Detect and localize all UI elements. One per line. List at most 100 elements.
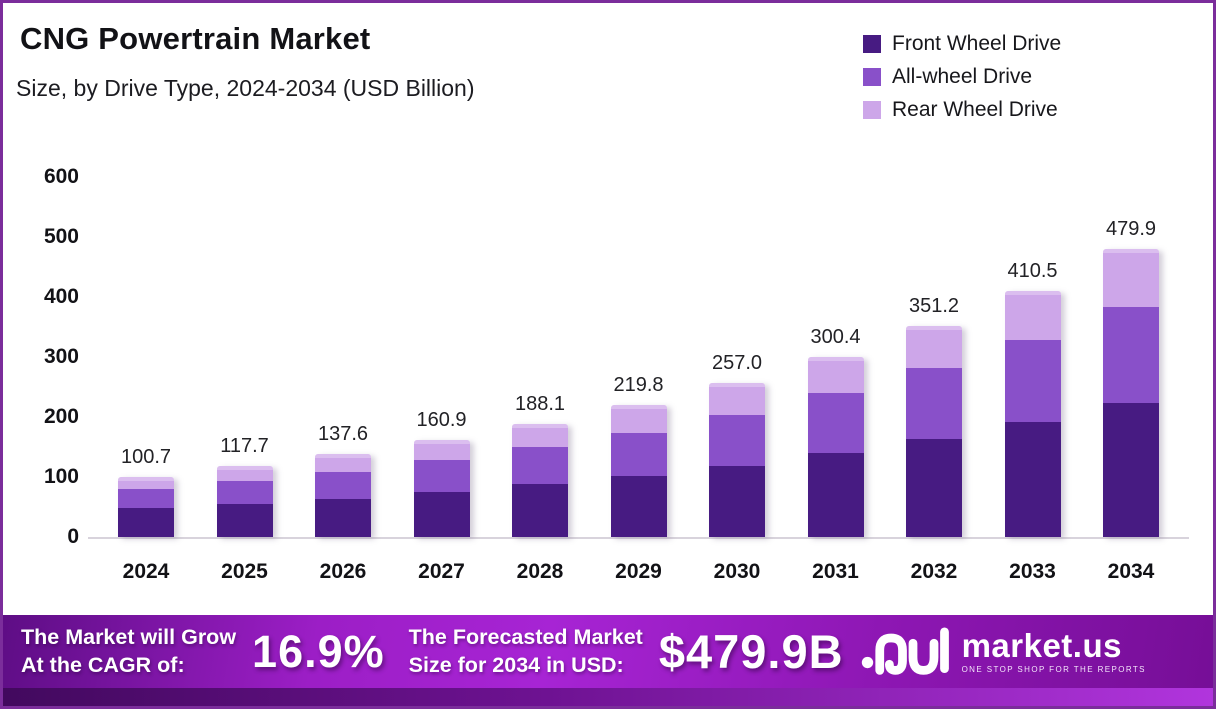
bar-segment-all-wheel-drive	[709, 414, 765, 466]
forecast-label-line2: Size for 2034 in USD:	[408, 652, 624, 677]
bar-total-label: 257.0	[711, 351, 763, 374]
cagr-label-line1: The Market will Grow	[21, 624, 237, 649]
stacked-bar-2034	[1103, 249, 1159, 537]
bar-segment-front-wheel-drive	[610, 475, 667, 537]
bar-total-label: 117.7	[220, 435, 269, 458]
cagr-label-line2: At the CAGR of:	[21, 652, 185, 677]
stacked-bar-2033	[1004, 290, 1061, 537]
brand-text: market.us ONE STOP SHOP FOR THE REPORTS	[962, 629, 1146, 674]
footer-banner-main: The Market will Grow At the CAGR of: 16.…	[3, 615, 1213, 688]
bar-segment-front-wheel-drive	[315, 498, 371, 537]
bar-segment-all-wheel-drive	[413, 460, 470, 492]
legend-label: All-wheel Drive	[892, 65, 1033, 88]
x-axis-label: 2027	[418, 560, 465, 583]
bar-segment-rear-wheel-drive	[1004, 290, 1061, 340]
legend-swatch-icon	[863, 101, 881, 119]
bar-segment-front-wheel-drive	[216, 503, 273, 537]
legend-item: Front Wheel Drive	[863, 32, 1061, 56]
x-axis-label: 2028	[516, 560, 564, 583]
y-tick-label: 100	[43, 465, 79, 488]
bar-segment-all-wheel-drive	[118, 488, 174, 509]
bar-segment-rear-wheel-drive	[1103, 249, 1159, 307]
stacked-bar-2031	[807, 356, 864, 537]
bar-segment-all-wheel-drive	[1004, 339, 1061, 423]
forecast-value: $479.9B	[658, 625, 844, 678]
legend-label: Front Wheel Drive	[892, 32, 1062, 55]
x-axis-label: 2034	[1107, 560, 1155, 583]
bar-segment-front-wheel-drive	[512, 484, 568, 537]
stacked-bar-2029	[610, 405, 667, 537]
cagr-label: The Market will Grow At the CAGR of:	[21, 624, 236, 680]
bar-total-label: 100.7	[120, 445, 172, 468]
stacked-bar-2032	[906, 326, 962, 537]
brand-block: market.us ONE STOP SHOP FOR THE REPORTS	[860, 624, 1146, 680]
y-tick-label: 600	[43, 165, 79, 188]
bar-segment-all-wheel-drive	[315, 471, 371, 499]
chart-subtitle: Size, by Drive Type, 2024-2034 (USD Bill…	[16, 75, 475, 101]
x-axis-label: 2030	[713, 560, 761, 583]
bar-segment-all-wheel-drive	[1103, 306, 1159, 404]
bar-total-label: 137.6	[317, 423, 369, 446]
bar-segment-rear-wheel-drive	[118, 476, 174, 489]
bar-total-label: 219.8	[613, 374, 664, 397]
bar-segment-rear-wheel-drive	[807, 356, 864, 394]
stacked-bar-2025	[216, 466, 273, 537]
stacked-bar-2024	[118, 476, 174, 537]
bar-segment-all-wheel-drive	[216, 480, 273, 504]
bar-segment-all-wheel-drive	[906, 368, 962, 440]
footer-banner: The Market will Grow At the CAGR of: 16.…	[3, 615, 1213, 706]
bar-segment-rear-wheel-drive	[906, 326, 962, 369]
bar-segment-rear-wheel-drive	[709, 382, 765, 415]
bar-segment-all-wheel-drive	[807, 393, 864, 453]
brand-name: market.us	[961, 627, 1122, 664]
bar-segment-front-wheel-drive	[906, 439, 962, 537]
bar-total-label: 351.2	[908, 295, 960, 318]
legend-swatch-icon	[863, 35, 881, 53]
x-axis-label: 2025	[221, 560, 268, 583]
legend-label: Rear Wheel Drive	[892, 98, 1058, 121]
bar-segment-rear-wheel-drive	[413, 440, 470, 461]
x-axis-label: 2029	[615, 560, 662, 583]
bar-total-label: 160.9	[416, 409, 467, 432]
bar-segment-rear-wheel-drive	[610, 405, 667, 433]
bar-total-label: 188.1	[514, 393, 566, 416]
x-axis-label: 2032	[910, 560, 958, 583]
legend: Front Wheel Drive All-wheel Drive Rear Whe…	[863, 32, 1061, 122]
x-axis-label: 2024	[122, 560, 170, 583]
marketus-logo-icon	[861, 627, 949, 675]
bar-segment-front-wheel-drive	[413, 491, 470, 537]
stacked-bar-2026	[315, 454, 371, 537]
brand-tagline: ONE STOP SHOP FOR THE REPORTS	[961, 665, 1146, 674]
y-tick-label: 300	[43, 345, 79, 368]
bar-segment-front-wheel-drive	[118, 508, 174, 537]
stacked-bar-2028	[512, 424, 568, 537]
y-axis: 0 100 200 300 400 500 600	[3, 3, 79, 615]
forecast-label: The Forecasted Market Size for 2034 in U…	[409, 624, 643, 680]
legend-swatch-icon	[863, 68, 881, 86]
x-axis-label: 2033	[1009, 560, 1056, 583]
stacked-bar-2030	[709, 382, 765, 537]
bar-segment-rear-wheel-drive	[512, 424, 568, 448]
x-axis-label: 2031	[812, 560, 859, 583]
bar-total-label: 479.9	[1105, 218, 1157, 241]
x-axis-label: 2026	[319, 560, 367, 583]
y-tick-label: 0	[67, 525, 79, 548]
bar-segment-front-wheel-drive	[709, 465, 765, 537]
bar-segment-all-wheel-drive	[512, 447, 568, 485]
bar-total-label: 410.5	[1007, 259, 1058, 282]
bar-segment-rear-wheel-drive	[315, 454, 371, 472]
footer-banner-strip	[3, 688, 1213, 706]
bar-segment-rear-wheel-drive	[216, 466, 273, 481]
y-tick-label: 400	[43, 285, 79, 308]
legend-item: Rear Wheel Drive	[863, 98, 1061, 122]
y-tick-label: 200	[43, 405, 79, 428]
legend-item: All-wheel Drive	[863, 65, 1061, 89]
bar-segment-front-wheel-drive	[1004, 422, 1061, 537]
bar-segment-front-wheel-drive	[1103, 403, 1159, 537]
stacked-bar-2027	[413, 440, 470, 537]
forecast-label-line1: The Forecasted Market	[408, 624, 643, 649]
bar-segment-front-wheel-drive	[807, 452, 864, 537]
x-axis-baseline	[88, 537, 1189, 539]
bar-segment-all-wheel-drive	[610, 432, 667, 476]
